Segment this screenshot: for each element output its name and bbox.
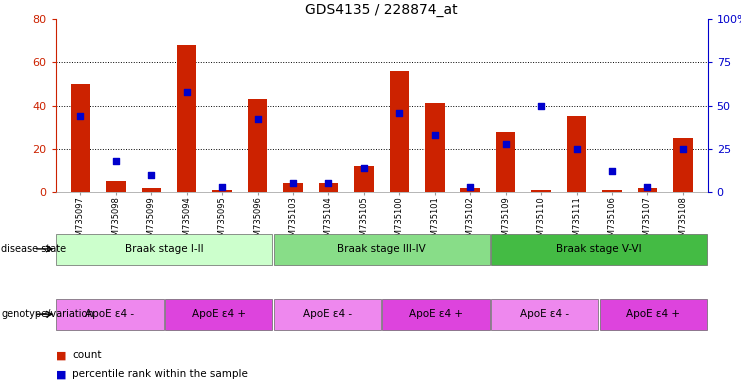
Bar <box>491 234 707 265</box>
Point <box>571 146 582 152</box>
Text: ■: ■ <box>56 350 70 360</box>
Title: GDS4135 / 228874_at: GDS4135 / 228874_at <box>305 3 458 17</box>
Bar <box>496 131 516 192</box>
Text: ApoE ε4 +: ApoE ε4 + <box>626 309 680 319</box>
Bar <box>56 300 164 330</box>
Text: Braak stage I-II: Braak stage I-II <box>125 244 204 254</box>
Bar <box>213 190 232 192</box>
Point <box>499 141 511 147</box>
Point <box>642 184 654 190</box>
Bar <box>247 99 268 192</box>
Point <box>145 172 157 178</box>
Bar <box>382 300 490 330</box>
Bar <box>56 234 272 265</box>
Point <box>110 158 122 164</box>
Text: ■: ■ <box>56 369 70 379</box>
Text: genotype/variation: genotype/variation <box>1 309 94 319</box>
Bar <box>390 71 409 192</box>
Bar <box>273 234 490 265</box>
Point <box>429 132 441 138</box>
Bar <box>70 84 90 192</box>
Bar <box>425 103 445 192</box>
Point <box>606 168 618 174</box>
Bar <box>273 300 381 330</box>
Point <box>216 184 228 190</box>
Bar <box>460 188 480 192</box>
Point <box>181 89 193 95</box>
Point <box>677 146 689 152</box>
Point <box>393 109 405 116</box>
Bar <box>354 166 373 192</box>
Bar <box>177 45 196 192</box>
Bar <box>602 190 622 192</box>
Bar <box>567 116 586 192</box>
Bar <box>599 300 707 330</box>
Text: ApoE ε4 -: ApoE ε4 - <box>303 309 352 319</box>
Text: Braak stage III-IV: Braak stage III-IV <box>337 244 426 254</box>
Point <box>358 165 370 171</box>
Bar <box>673 138 693 192</box>
Bar <box>142 188 161 192</box>
Bar <box>319 184 338 192</box>
Text: disease state: disease state <box>1 244 67 254</box>
Point <box>535 103 547 109</box>
Text: ApoE ε4 +: ApoE ε4 + <box>192 309 245 319</box>
Point <box>322 180 334 187</box>
Text: count: count <box>72 350 102 360</box>
Bar <box>106 181 125 192</box>
Text: percentile rank within the sample: percentile rank within the sample <box>72 369 247 379</box>
Point <box>287 180 299 187</box>
Bar <box>491 300 598 330</box>
Point <box>252 116 264 122</box>
Text: ApoE ε4 +: ApoE ε4 + <box>409 309 463 319</box>
Bar <box>638 188 657 192</box>
Text: Braak stage V-VI: Braak stage V-VI <box>556 244 642 254</box>
Point <box>465 184 476 190</box>
Bar <box>283 184 303 192</box>
Text: ApoE ε4 -: ApoE ε4 - <box>520 309 569 319</box>
Bar <box>531 190 551 192</box>
Text: ApoE ε4 -: ApoE ε4 - <box>85 309 134 319</box>
Bar <box>165 300 272 330</box>
Point <box>74 113 86 119</box>
